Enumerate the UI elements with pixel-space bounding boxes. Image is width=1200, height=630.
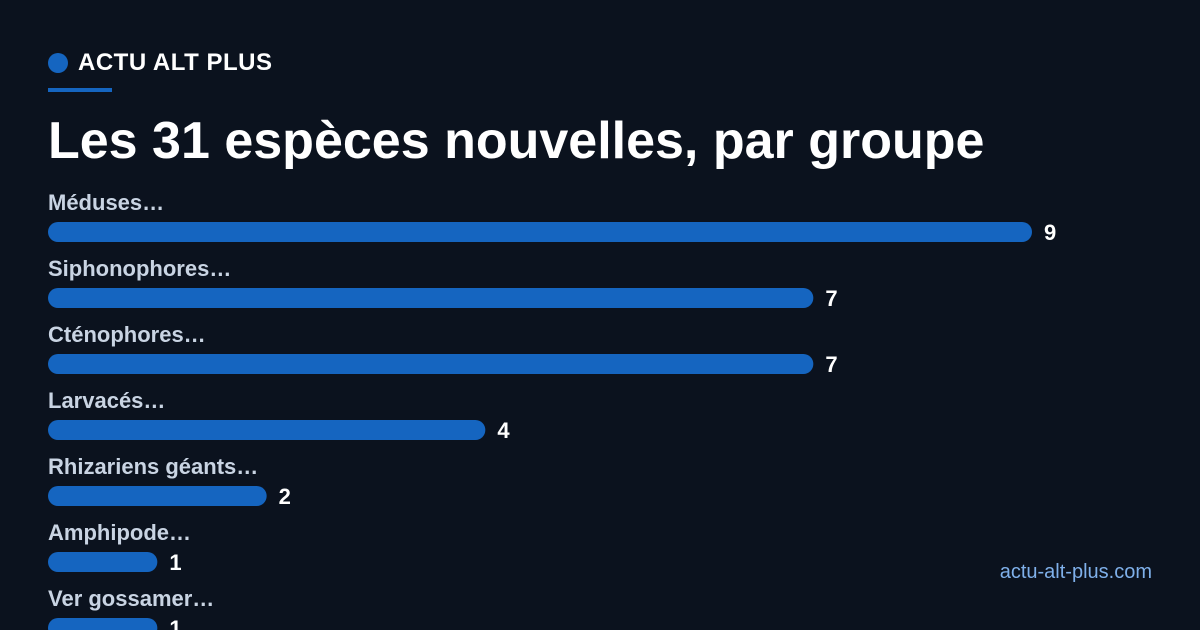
value-label: 9 bbox=[1044, 220, 1056, 245]
value-label: 2 bbox=[279, 484, 291, 509]
value-label: 4 bbox=[497, 418, 510, 443]
site-url: actu-alt-plus.com bbox=[999, 561, 1152, 583]
bar bbox=[48, 618, 158, 630]
bar bbox=[48, 486, 267, 506]
category-label: Larvacés… bbox=[48, 388, 165, 413]
brand-name: ACTU ALT PLUS bbox=[78, 49, 273, 76]
value-label: 1 bbox=[169, 616, 181, 630]
brand-dot-icon bbox=[48, 53, 68, 73]
category-label: Méduses… bbox=[48, 190, 164, 215]
category-label: Ver gossamer… bbox=[48, 586, 214, 611]
value-label: 7 bbox=[825, 286, 837, 311]
value-label: 7 bbox=[825, 352, 837, 377]
bar bbox=[48, 552, 158, 572]
brand-underline bbox=[48, 88, 112, 92]
bar bbox=[48, 288, 814, 308]
value-label: 1 bbox=[169, 550, 181, 575]
bar bbox=[48, 354, 814, 374]
brand: ACTU ALT PLUS bbox=[48, 50, 272, 76]
chart-title: Les 31 espèces nouvelles, par groupe bbox=[48, 112, 985, 170]
category-label: Cténophores… bbox=[48, 322, 206, 347]
category-label: Rhizariens géants… bbox=[48, 454, 258, 479]
category-label: Siphonophores… bbox=[48, 256, 231, 281]
bar bbox=[48, 420, 486, 440]
category-label: Amphipode… bbox=[48, 520, 191, 545]
bar bbox=[48, 222, 1032, 242]
